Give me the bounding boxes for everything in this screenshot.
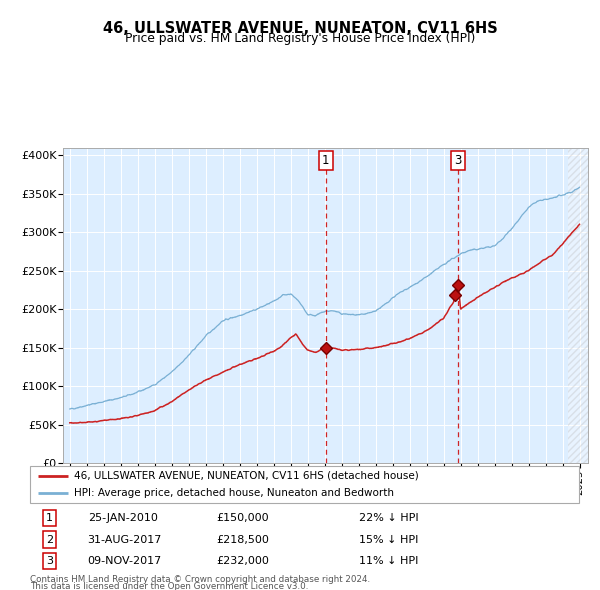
Text: £218,500: £218,500 — [217, 535, 269, 545]
Text: 09-NOV-2017: 09-NOV-2017 — [88, 556, 162, 566]
Text: 25-JAN-2010: 25-JAN-2010 — [88, 513, 158, 523]
Bar — [568, 148, 588, 463]
Text: 2: 2 — [46, 535, 53, 545]
Text: 3: 3 — [46, 556, 53, 566]
Text: 15% ↓ HPI: 15% ↓ HPI — [359, 535, 419, 545]
Text: 46, ULLSWATER AVENUE, NUNEATON, CV11 6HS (detached house): 46, ULLSWATER AVENUE, NUNEATON, CV11 6HS… — [74, 471, 419, 481]
FancyBboxPatch shape — [30, 466, 579, 503]
Text: 46, ULLSWATER AVENUE, NUNEATON, CV11 6HS: 46, ULLSWATER AVENUE, NUNEATON, CV11 6HS — [103, 21, 497, 35]
Text: HPI: Average price, detached house, Nuneaton and Bedworth: HPI: Average price, detached house, Nune… — [74, 488, 394, 498]
Text: 1: 1 — [322, 154, 329, 167]
Text: Contains HM Land Registry data © Crown copyright and database right 2024.: Contains HM Land Registry data © Crown c… — [30, 575, 370, 584]
Text: Price paid vs. HM Land Registry's House Price Index (HPI): Price paid vs. HM Land Registry's House … — [125, 32, 475, 45]
Text: 11% ↓ HPI: 11% ↓ HPI — [359, 556, 419, 566]
Text: 22% ↓ HPI: 22% ↓ HPI — [359, 513, 419, 523]
Text: 31-AUG-2017: 31-AUG-2017 — [88, 535, 162, 545]
Text: 3: 3 — [455, 154, 462, 167]
Text: 1: 1 — [46, 513, 53, 523]
Text: £150,000: £150,000 — [217, 513, 269, 523]
Text: £232,000: £232,000 — [217, 556, 269, 566]
Text: This data is licensed under the Open Government Licence v3.0.: This data is licensed under the Open Gov… — [30, 582, 308, 590]
